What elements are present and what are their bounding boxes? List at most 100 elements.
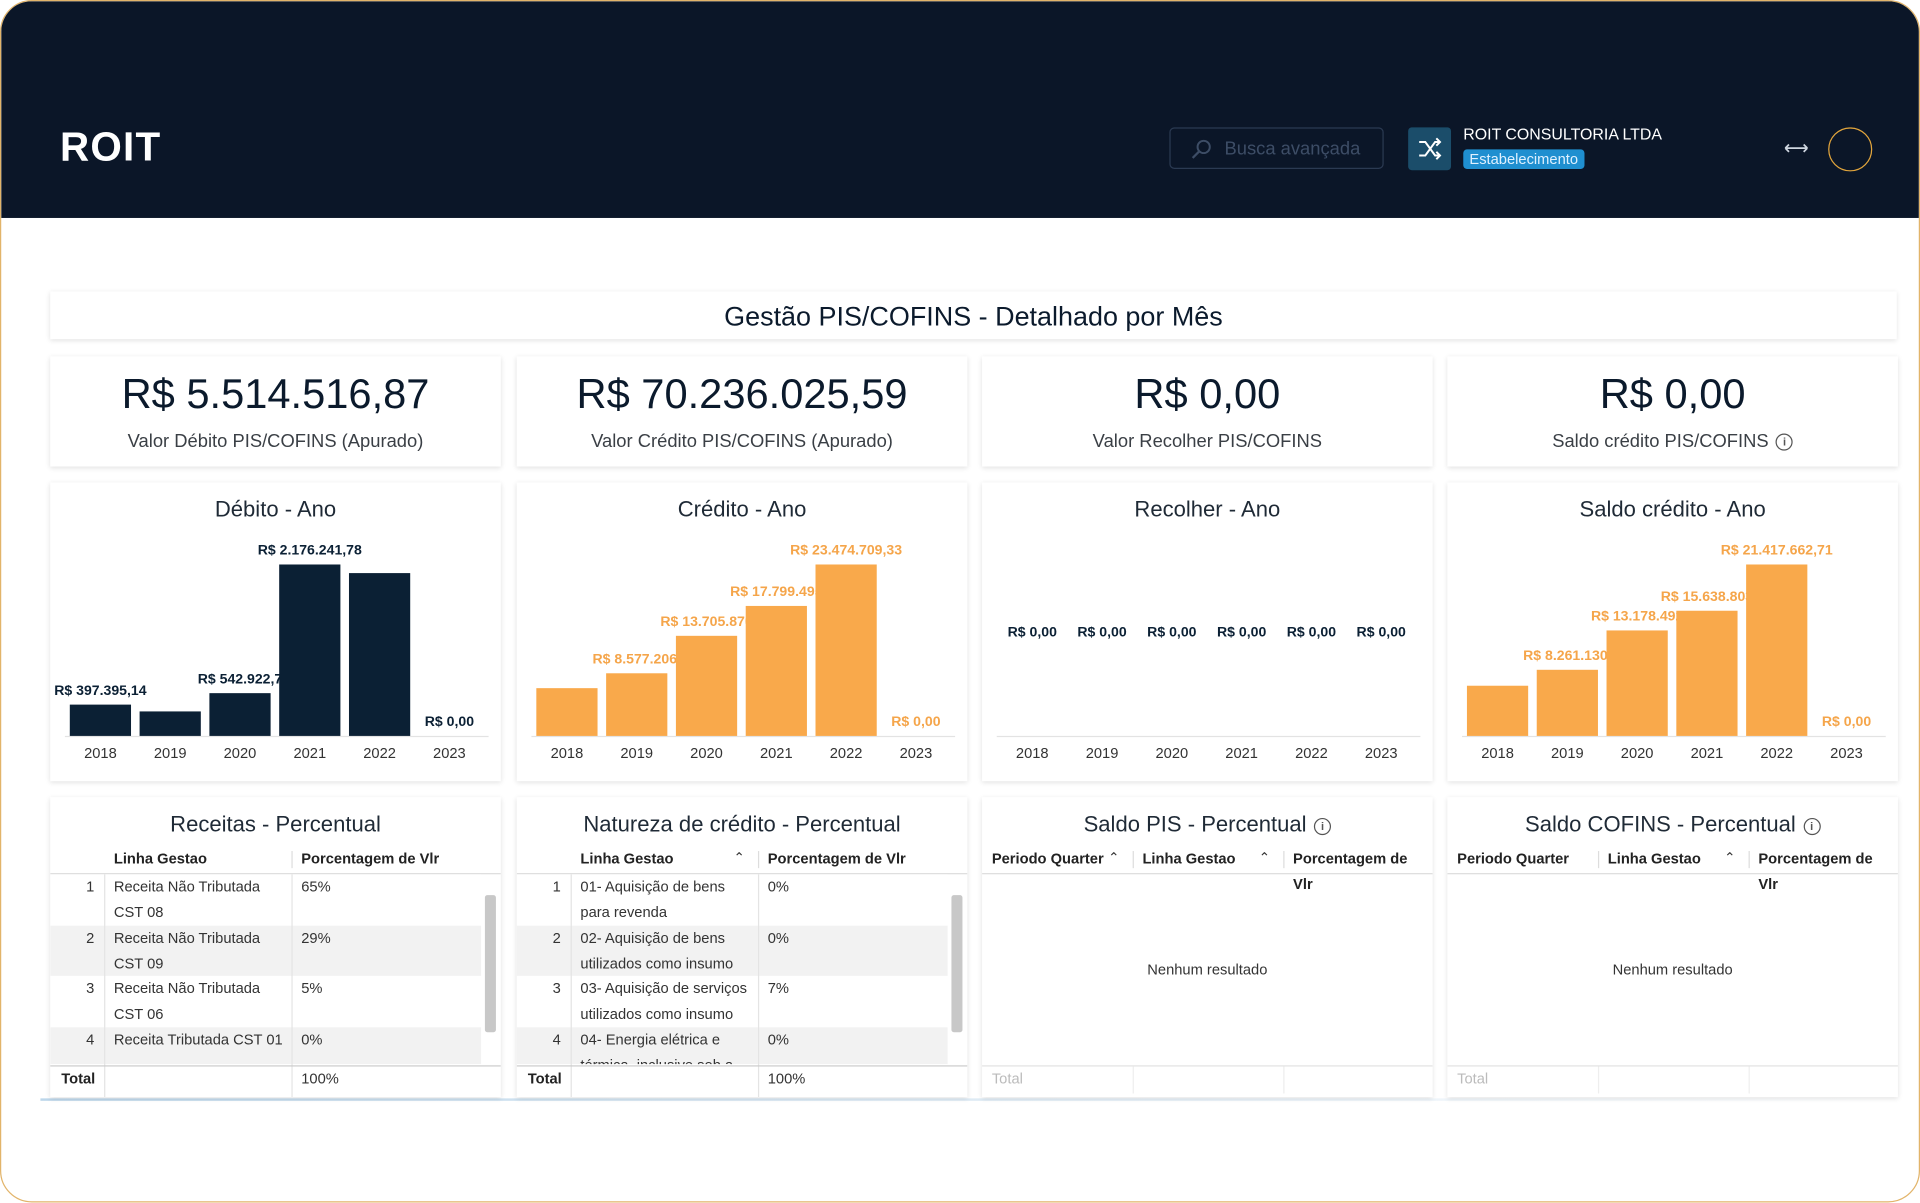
- search-box[interactable]: Busca avançada: [1169, 127, 1384, 169]
- x-tick-label: 2023: [433, 746, 466, 762]
- column-header: Periodo Quarter: [991, 849, 1104, 867]
- data-label: R$ 21.417.662,71: [1721, 542, 1833, 558]
- bar: [815, 564, 877, 736]
- data-label: R$ 23.474.709,33: [790, 542, 902, 558]
- table-card: Natureza de crédito - Percentual Linha Ge…: [516, 797, 968, 1098]
- table-cell: 65%: [301, 877, 331, 896]
- table-title: Natureza de crédito - Percentual: [517, 812, 968, 838]
- column-header: Linha Gestao: [1142, 849, 1236, 867]
- x-tick-label: 2019: [1551, 746, 1584, 762]
- kpi-value: R$ 0,00: [1599, 371, 1746, 418]
- header-line: [1447, 873, 1898, 875]
- bar-chart: 2018 R$ 0,00 2019 R$ 0,00 2020 R$ 0,00 2021 R$ …: [996, 624, 1421, 762]
- info-icon: i: [1803, 817, 1821, 836]
- scrollbar: [484, 895, 496, 1033]
- table-card: Receitas - Percentual Linha Gestao Porcent…: [50, 797, 501, 1098]
- bar: [348, 573, 411, 736]
- table-cell: Receita Tributada CST 01: [113, 1030, 283, 1048]
- empty-message: Nenhum resultado: [1612, 961, 1733, 979]
- total-line: [982, 1065, 1433, 1067]
- column-divider: [757, 851, 760, 869]
- chart-title: Crédito - Ano: [677, 497, 807, 522]
- x-tick-label: 2019: [1086, 746, 1119, 762]
- data-label: R$ 397.395,14: [54, 682, 147, 698]
- chart-card: Débito - Ano 2018 R$ 397.395,14 2019 2020 R$ …: [50, 482, 501, 782]
- column-divider: [1597, 851, 1600, 869]
- sort-icon: ⌃: [1108, 851, 1120, 866]
- table-cell: 0%: [767, 877, 789, 896]
- data-label: R$ 0,00: [1357, 624, 1406, 640]
- x-tick-label: 2023: [1830, 746, 1863, 762]
- table-row: 3 03- Aquisição de serviços utilizados co…: [516, 975, 948, 1027]
- row-number: 2: [552, 928, 561, 946]
- table-cell: 0%: [767, 928, 789, 946]
- avatar[interactable]: [1828, 127, 1873, 172]
- row-number: 3: [552, 979, 561, 997]
- column-divider: [1748, 1066, 1750, 1094]
- kpi-label-text: Valor Crédito PIS/COFINS (Apurado): [591, 431, 893, 452]
- table-cell: 04- Energia elétrica e térmica, inclusiv…: [580, 1030, 733, 1064]
- info-icon: i: [1313, 817, 1332, 836]
- column-header: Linha Gestao: [1607, 849, 1701, 867]
- data-label: R$ 0,00: [891, 713, 940, 729]
- table-row: 4 04- Energia elétrica e térmica, inclusi…: [516, 1026, 948, 1065]
- chart-title: Saldo crédito - Ano: [1579, 497, 1766, 522]
- data-label: R$ 8.577.206,: [593, 650, 681, 666]
- x-tick-label: 2022: [830, 746, 863, 762]
- bar: [139, 711, 201, 736]
- table-row: 2 Receita Não Tributada CST 09 29%: [50, 925, 482, 976]
- table-row: 1 01- Aquisição de bens para revenda 0%: [516, 874, 948, 926]
- x-tick-label: 2022: [1760, 746, 1793, 762]
- x-tick-label: 2020: [1621, 746, 1654, 762]
- bar: [606, 673, 668, 736]
- logo[interactable]: ROIT: [60, 123, 162, 169]
- sort-icon: ⌃: [733, 851, 745, 866]
- total-value: 100%: [767, 1070, 806, 1088]
- table-card: Saldo PIS - Percentual i Periodo Quarter ⌃ L…: [982, 797, 1433, 1098]
- chart-card: Crédito - Ano 2018 2019 R$ 8.577.206, 2020 R$…: [516, 482, 968, 782]
- x-tick-label: 2018: [84, 746, 117, 762]
- switch-button[interactable]: [1408, 127, 1452, 171]
- table-cell: 0%: [301, 1030, 323, 1048]
- table-title: Saldo PIS - Percentual i: [982, 812, 1433, 838]
- column-divider: [757, 874, 760, 1098]
- table-body: 1 Receita Não Tributada CST 08 65% 2 Receita…: [50, 874, 482, 1065]
- column-divider: [104, 874, 106, 1098]
- table-body: 1 01- Aquisição de bens para revenda 0% 2 02…: [516, 874, 948, 1065]
- chart-card: Recolher - Ano 2018 R$ 0,00 2019 R$ 0,00 2020…: [982, 482, 1433, 782]
- table-title: Receitas - Percentual: [50, 812, 501, 838]
- column-divider: [291, 851, 293, 869]
- dashboard-title: Gestão PIS/COFINS - Detalhado por Mês: [724, 301, 1223, 332]
- x-tick-label: 2020: [224, 746, 257, 762]
- column-header: Periodo Quarter: [1457, 849, 1570, 867]
- data-label: R$ 2.176.241,78: [258, 542, 362, 558]
- table-cell: 7%: [767, 979, 789, 997]
- kpi-label: Valor Crédito PIS/COFINS (Apurado): [517, 431, 968, 452]
- x-tick-label: 2020: [1155, 746, 1188, 762]
- table-row: 4 Receita Tributada CST 01 0%: [50, 1026, 482, 1065]
- shuffle-icon: [1419, 137, 1442, 160]
- table-cell: 02- Aquisição de bens utilizados como in…: [580, 928, 734, 972]
- column-header: Porcentagem de Vlr: [301, 849, 440, 867]
- data-label: R$ 13.705.870: [660, 613, 753, 629]
- company-name: ROIT CONSULTORIA LTDA: [1463, 124, 1662, 144]
- expand-icon[interactable]: [1782, 138, 1811, 158]
- column-header: Porcentagem de Vlr: [1758, 849, 1873, 893]
- total-label: Total: [527, 1070, 562, 1088]
- kpi-value: R$ 5.514.516,87: [121, 371, 430, 418]
- row-number: 1: [552, 877, 561, 896]
- kpi-value: R$ 70.236.025,59: [576, 371, 908, 418]
- kpi-label: Saldo crédito PIS/COFINS i: [1447, 431, 1898, 452]
- chart-title: Recolher - Ano: [1134, 497, 1281, 522]
- x-tick-label: 2023: [900, 746, 933, 762]
- bar: [279, 564, 341, 736]
- kpi-label: Valor Recolher PIS/COFINS: [982, 431, 1433, 452]
- kpi-label-text: Valor Recolher PIS/COFINS: [1092, 431, 1323, 452]
- kpi-label-text: Valor Débito PIS/COFINS (Apurado): [127, 431, 424, 452]
- search-placeholder: Busca avançada: [1224, 138, 1361, 160]
- bar: [209, 693, 271, 736]
- x-tick-label: 2018: [1481, 746, 1514, 762]
- row-number: 3: [86, 979, 95, 997]
- bar: [1606, 630, 1668, 736]
